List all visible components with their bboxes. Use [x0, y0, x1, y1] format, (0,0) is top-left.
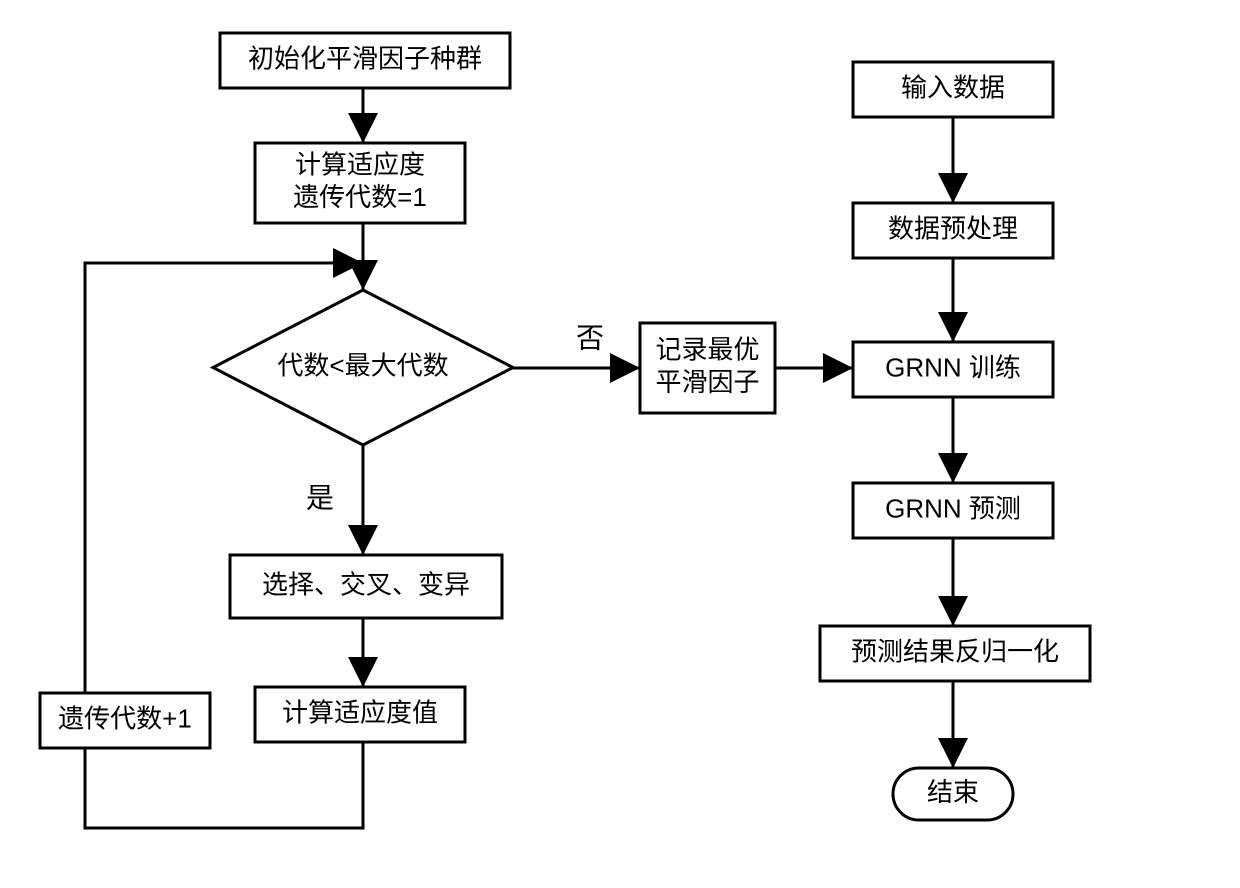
node-label: GRNN 预测	[885, 493, 1021, 523]
node-label: 选择、交叉、变异	[262, 569, 470, 599]
node-label: 计算适应度值	[282, 697, 438, 727]
node-label: 计算适应度	[295, 150, 425, 180]
edge-label: 是	[306, 482, 334, 513]
node-label: 初始化平滑因子种群	[248, 43, 482, 73]
node-label: 输入数据	[901, 72, 1005, 102]
node-label: 预测结果反归一化	[851, 636, 1059, 666]
node-n3: 代数<最大代数	[213, 290, 513, 445]
edges-layer: 是否	[85, 88, 953, 828]
nodes-layer: 初始化平滑因子种群计算适应度遗传代数=1代数<最大代数选择、交叉、变异计算适应度…	[40, 33, 1090, 820]
node-label: 结束	[927, 777, 979, 807]
node-n12: 预测结果反归一化	[820, 626, 1090, 681]
node-n5: 计算适应度值	[255, 687, 465, 742]
node-label: 遗传代数+1	[58, 703, 192, 733]
node-n9: 数据预处理	[853, 203, 1053, 258]
node-label: 平滑因子	[655, 367, 759, 397]
node-n1: 初始化平滑因子种群	[220, 33, 510, 88]
node-label: 代数<最大代数	[277, 350, 448, 380]
node-n2: 计算适应度遗传代数=1	[255, 143, 465, 223]
node-label: 遗传代数=1	[293, 182, 427, 212]
node-n13: 结束	[893, 768, 1013, 820]
node-n8: 输入数据	[853, 62, 1053, 117]
flowchart-svg: 是否 初始化平滑因子种群计算适应度遗传代数=1代数<最大代数选择、交叉、变异计算…	[0, 0, 1240, 888]
node-n11: GRNN 预测	[853, 483, 1053, 538]
node-label: GRNN 训练	[885, 352, 1021, 382]
node-n6: 遗传代数+1	[40, 693, 210, 748]
node-n10: GRNN 训练	[853, 342, 1053, 397]
node-n7: 记录最优平滑因子	[640, 323, 775, 413]
node-label: 记录最优	[655, 335, 759, 365]
node-n4: 选择、交叉、变异	[230, 555, 502, 618]
edge-label: 否	[576, 322, 604, 353]
node-label: 数据预处理	[888, 213, 1018, 243]
